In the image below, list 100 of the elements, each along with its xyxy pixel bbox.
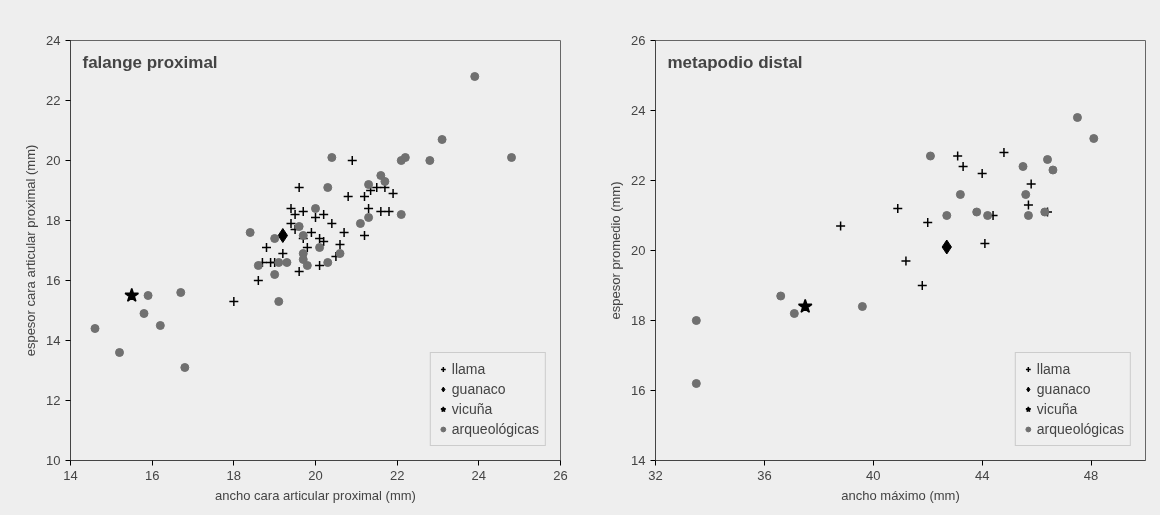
point bbox=[315, 243, 325, 252]
point bbox=[957, 161, 969, 172]
point bbox=[437, 135, 447, 144]
point bbox=[955, 190, 965, 199]
point bbox=[90, 324, 100, 333]
point bbox=[952, 150, 963, 162]
y-axis-title: espesor cara articular proximal (mm) bbox=[23, 144, 39, 357]
point bbox=[323, 258, 333, 267]
point bbox=[364, 213, 374, 222]
point bbox=[425, 156, 435, 165]
y-tick-label: 20 bbox=[46, 153, 61, 168]
y-tick-label: 20 bbox=[631, 243, 646, 258]
legend-label: guanaco bbox=[1036, 381, 1091, 397]
point bbox=[976, 168, 988, 179]
x-axis-title: ancho máximo (mm) bbox=[841, 487, 960, 503]
x-tick-label: 32 bbox=[648, 467, 663, 483]
point bbox=[1018, 162, 1028, 171]
point bbox=[294, 222, 304, 231]
point bbox=[983, 211, 993, 220]
x-tick-label: 26 bbox=[553, 467, 568, 483]
point bbox=[277, 248, 289, 259]
point bbox=[176, 288, 186, 297]
y-tick-label: 22 bbox=[631, 173, 646, 188]
x-tick-label: 40 bbox=[866, 467, 881, 483]
point bbox=[334, 239, 346, 250]
point bbox=[311, 204, 320, 213]
legend-label: guanaco bbox=[451, 381, 506, 397]
point bbox=[857, 302, 867, 311]
point bbox=[387, 188, 399, 199]
point bbox=[1089, 134, 1099, 143]
y-tick-label: 24 bbox=[631, 103, 646, 118]
point bbox=[124, 287, 140, 302]
text: metapodio distal bbox=[667, 52, 803, 72]
point bbox=[364, 180, 374, 189]
point bbox=[470, 72, 480, 81]
point bbox=[1023, 211, 1033, 220]
point bbox=[797, 298, 813, 313]
y-tick-label: 24 bbox=[46, 33, 61, 48]
x-tick-label: 18 bbox=[226, 467, 242, 483]
point bbox=[298, 231, 308, 240]
x-tick-label: 14 bbox=[63, 467, 78, 483]
point bbox=[342, 191, 354, 202]
legend-label: arqueológicas bbox=[451, 421, 539, 437]
point bbox=[326, 218, 338, 229]
point bbox=[282, 258, 292, 267]
point bbox=[1021, 190, 1031, 199]
point bbox=[1025, 178, 1037, 190]
point bbox=[925, 151, 935, 161]
legend-label: arqueológicas bbox=[1036, 421, 1124, 437]
point bbox=[335, 249, 345, 258]
legend-label: vicuña bbox=[451, 401, 493, 417]
point bbox=[789, 309, 799, 318]
y-tick-label: 18 bbox=[46, 213, 61, 228]
y-axis-title: espesor promedio (mm) bbox=[608, 181, 624, 320]
point bbox=[293, 266, 305, 277]
x-tick-label: 24 bbox=[471, 467, 487, 483]
y-tick-label: 14 bbox=[46, 333, 61, 348]
point bbox=[285, 203, 297, 214]
y-tick-label: 22 bbox=[46, 93, 61, 108]
point bbox=[1072, 113, 1082, 122]
point bbox=[180, 363, 190, 372]
point bbox=[376, 171, 386, 180]
point bbox=[302, 261, 312, 270]
point bbox=[139, 309, 149, 318]
legend-label: llama bbox=[451, 361, 486, 377]
point bbox=[270, 270, 280, 279]
legend-label: llama bbox=[1036, 361, 1071, 377]
point bbox=[380, 177, 390, 186]
point bbox=[691, 316, 701, 325]
point bbox=[979, 238, 991, 249]
y-tick-label: 16 bbox=[46, 273, 61, 288]
point bbox=[1048, 165, 1058, 175]
point bbox=[270, 234, 280, 243]
point bbox=[143, 291, 153, 300]
text: falange proximal bbox=[82, 52, 218, 72]
point bbox=[245, 228, 255, 237]
point bbox=[400, 153, 410, 162]
x-axis-title: ancho cara articular proximal (mm) bbox=[215, 487, 416, 503]
legend-label: vicuña bbox=[1036, 401, 1078, 417]
point bbox=[115, 348, 124, 357]
point bbox=[289, 209, 301, 220]
point bbox=[900, 255, 912, 267]
x-tick-label: 22 bbox=[389, 467, 405, 483]
point bbox=[942, 211, 952, 220]
point bbox=[277, 228, 288, 243]
point bbox=[323, 183, 333, 192]
x-tick-label: 20 bbox=[308, 467, 323, 483]
point bbox=[228, 296, 240, 307]
point bbox=[253, 261, 263, 270]
point bbox=[298, 255, 308, 264]
point bbox=[507, 153, 516, 162]
x-tick-label: 16 bbox=[144, 467, 160, 483]
point bbox=[972, 207, 982, 217]
point bbox=[327, 153, 337, 162]
point bbox=[1023, 199, 1034, 211]
point bbox=[293, 182, 305, 193]
x-tick-label: 36 bbox=[757, 467, 772, 483]
point bbox=[1043, 155, 1052, 164]
point bbox=[155, 321, 165, 330]
y-tick-label: 26 bbox=[631, 33, 646, 48]
